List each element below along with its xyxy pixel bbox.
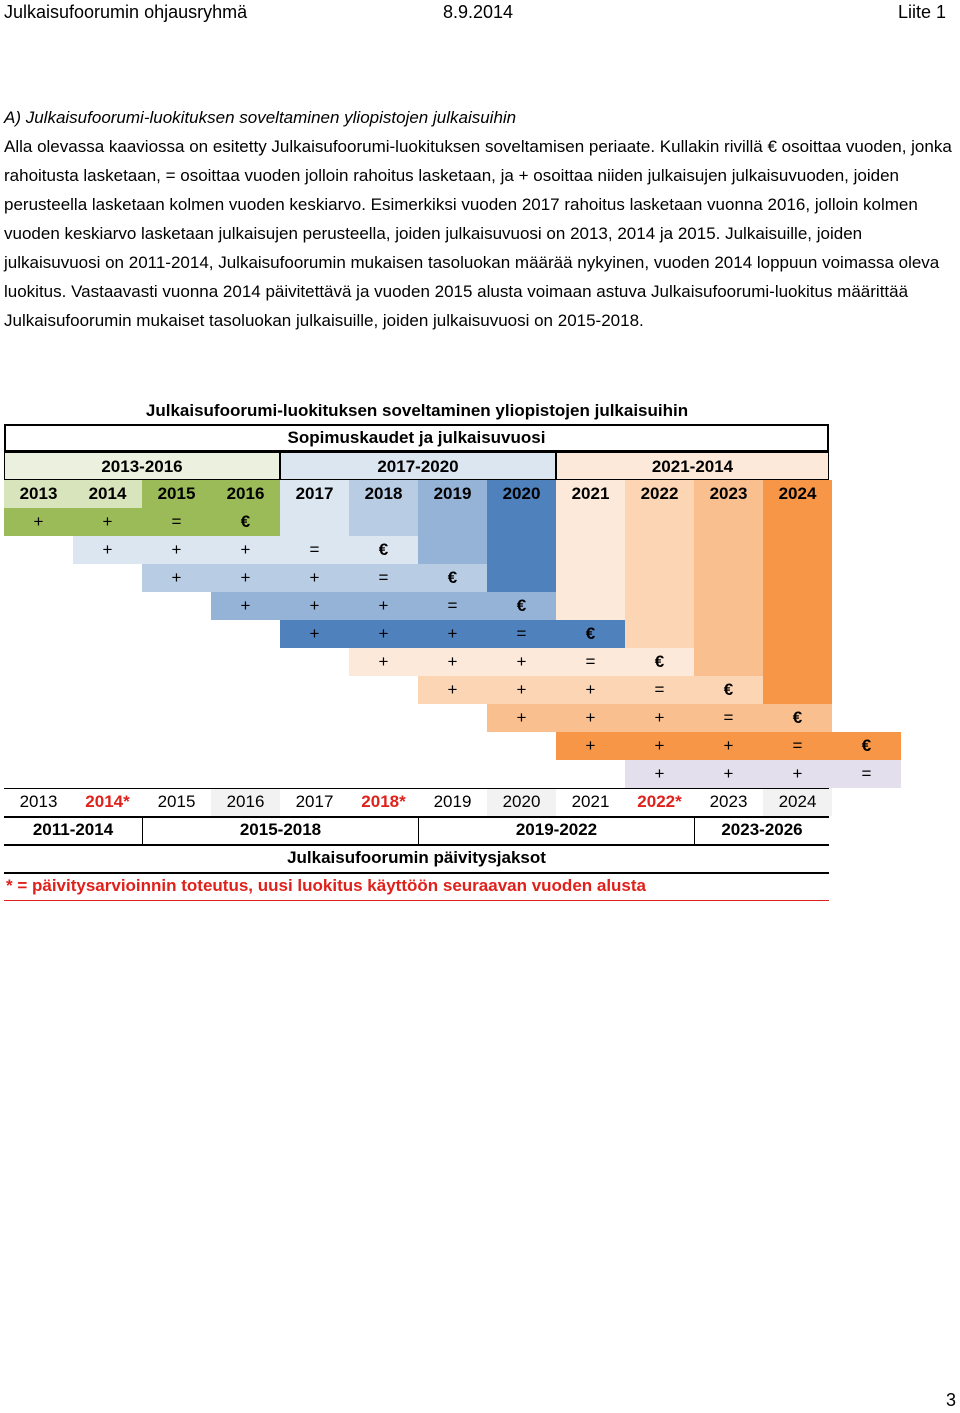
year-header-cell: 2013 bbox=[19, 484, 58, 503]
schedule-symbol: + bbox=[694, 732, 763, 760]
update-year-cell: 2020 bbox=[487, 788, 556, 816]
schedule-symbol: + bbox=[280, 592, 349, 620]
schedule-symbol: = bbox=[625, 676, 694, 704]
year-header-cell: 2024 bbox=[778, 484, 817, 503]
schedule-symbol: = bbox=[418, 592, 487, 620]
schedule-symbol: € bbox=[694, 676, 763, 704]
schedule-symbol: + bbox=[556, 704, 625, 732]
body-paragraph: Alla olevassa kaaviossa on esitetty Julk… bbox=[4, 137, 952, 330]
schedule-symbol: = bbox=[280, 536, 349, 564]
schedule-symbol: € bbox=[625, 648, 694, 676]
schedule-symbol: = bbox=[694, 704, 763, 732]
year-header-cell: 2017 bbox=[295, 484, 334, 503]
update-title: Julkaisufoorumin päivitysjaksot bbox=[287, 848, 546, 867]
period-cell: 2017-2020 bbox=[280, 452, 556, 480]
update-periods-bottom-border bbox=[4, 844, 829, 846]
schedule-symbol: + bbox=[211, 536, 280, 564]
year-header-cell: 2023 bbox=[709, 484, 748, 503]
schedule-symbol: + bbox=[418, 620, 487, 648]
year-header-cell: 2018 bbox=[364, 484, 403, 503]
schedule-symbol: + bbox=[142, 536, 211, 564]
period-cell: 2021-2014 bbox=[556, 452, 829, 480]
update-period-cell: 2015-2018 bbox=[142, 816, 418, 844]
year-header-cell: 2014 bbox=[88, 484, 127, 503]
update-year-cell: 2016 bbox=[211, 788, 280, 816]
schedule-symbol: € bbox=[556, 620, 625, 648]
schedule-symbol: + bbox=[487, 704, 556, 732]
schedule-symbol: + bbox=[418, 648, 487, 676]
schedule-symbol: € bbox=[211, 508, 280, 536]
schedule-symbol: + bbox=[763, 760, 832, 788]
footnote: * = päivitysarvioinnin toteutus, uusi lu… bbox=[6, 876, 647, 895]
update-year-cell: 2019 bbox=[418, 788, 487, 816]
update-year-cell: 2014* bbox=[73, 788, 142, 816]
update-periods-top-border bbox=[4, 816, 829, 818]
schedule-symbol: + bbox=[625, 732, 694, 760]
schedule-symbol: + bbox=[487, 676, 556, 704]
schedule-symbol: + bbox=[556, 732, 625, 760]
update-title-bottom-border bbox=[4, 872, 829, 874]
schedule-symbol: + bbox=[625, 704, 694, 732]
schedule-symbol: = bbox=[763, 732, 832, 760]
schedule-symbol: € bbox=[349, 536, 418, 564]
update-period-cell: 2011-2014 bbox=[32, 820, 114, 839]
update-period-cell: 2023-2026 bbox=[694, 816, 829, 844]
schedule-symbol: + bbox=[349, 648, 418, 676]
header-left: Julkaisufoorumin ohjausryhmä bbox=[4, 2, 248, 22]
schedule-symbol: + bbox=[280, 564, 349, 592]
schedule-symbol: = bbox=[832, 760, 901, 788]
schedule-symbol: € bbox=[418, 564, 487, 592]
period-cell: 2013-2016 bbox=[4, 452, 280, 480]
schedule-symbol: + bbox=[349, 592, 418, 620]
update-years-top-border bbox=[4, 788, 829, 789]
schedule-symbol: € bbox=[487, 592, 556, 620]
schedule-symbol: + bbox=[142, 564, 211, 592]
schedule-symbol: € bbox=[763, 704, 832, 732]
update-year-cell: 2013 bbox=[4, 788, 73, 816]
schedule-symbol: + bbox=[349, 620, 418, 648]
update-year-cell: 2023 bbox=[694, 788, 763, 816]
chart-title: Julkaisufoorumi-luokituksen soveltaminen… bbox=[145, 401, 689, 420]
schedule-symbol: + bbox=[694, 760, 763, 788]
update-year-cell: 2018* bbox=[349, 788, 418, 816]
schedule-symbol: + bbox=[211, 564, 280, 592]
schedule-symbol: = bbox=[556, 648, 625, 676]
schedule-symbol: + bbox=[73, 508, 142, 536]
update-year-cell: 2021 bbox=[556, 788, 625, 816]
year-header-cell: 2019 bbox=[433, 484, 472, 503]
schedule-symbol: + bbox=[418, 676, 487, 704]
header-right: Liite 1 bbox=[897, 2, 946, 22]
schedule-symbol: + bbox=[625, 760, 694, 788]
section-title: A) Julkaisufoorumi-luokituksen soveltami… bbox=[4, 108, 517, 127]
schedule-symbol: = bbox=[349, 564, 418, 592]
year-header-cell: 2021 bbox=[571, 484, 610, 503]
year-header-cell: 2020 bbox=[502, 484, 541, 503]
schedule-symbol: = bbox=[487, 620, 556, 648]
update-period-cell: 2019-2022 bbox=[418, 816, 694, 844]
year-header-cell: 2015 bbox=[157, 484, 196, 503]
schedule-symbol: + bbox=[487, 648, 556, 676]
schedule-symbol: + bbox=[4, 508, 73, 536]
schedule-symbol: + bbox=[73, 536, 142, 564]
year-header-cell: 2016 bbox=[226, 484, 265, 503]
schedule-symbol: € bbox=[832, 732, 901, 760]
header-date: 8.9.2014 bbox=[443, 2, 514, 22]
year-header-cell: 2022 bbox=[640, 484, 679, 503]
update-year-cell: 2022* bbox=[625, 788, 694, 816]
schedule-symbol: + bbox=[211, 592, 280, 620]
schedule-symbol: + bbox=[556, 676, 625, 704]
update-year-cell: 2015 bbox=[142, 788, 211, 816]
page-number: 3 bbox=[945, 1390, 956, 1410]
agreement-header: Sopimuskaudet ja julkaisuvuosi bbox=[4, 424, 829, 452]
footnote-bottom-border bbox=[4, 900, 829, 901]
update-year-cell: 2017 bbox=[280, 788, 349, 816]
update-year-cell: 2024 bbox=[763, 788, 832, 816]
schedule-symbol: = bbox=[142, 508, 211, 536]
schedule-symbol: + bbox=[280, 620, 349, 648]
